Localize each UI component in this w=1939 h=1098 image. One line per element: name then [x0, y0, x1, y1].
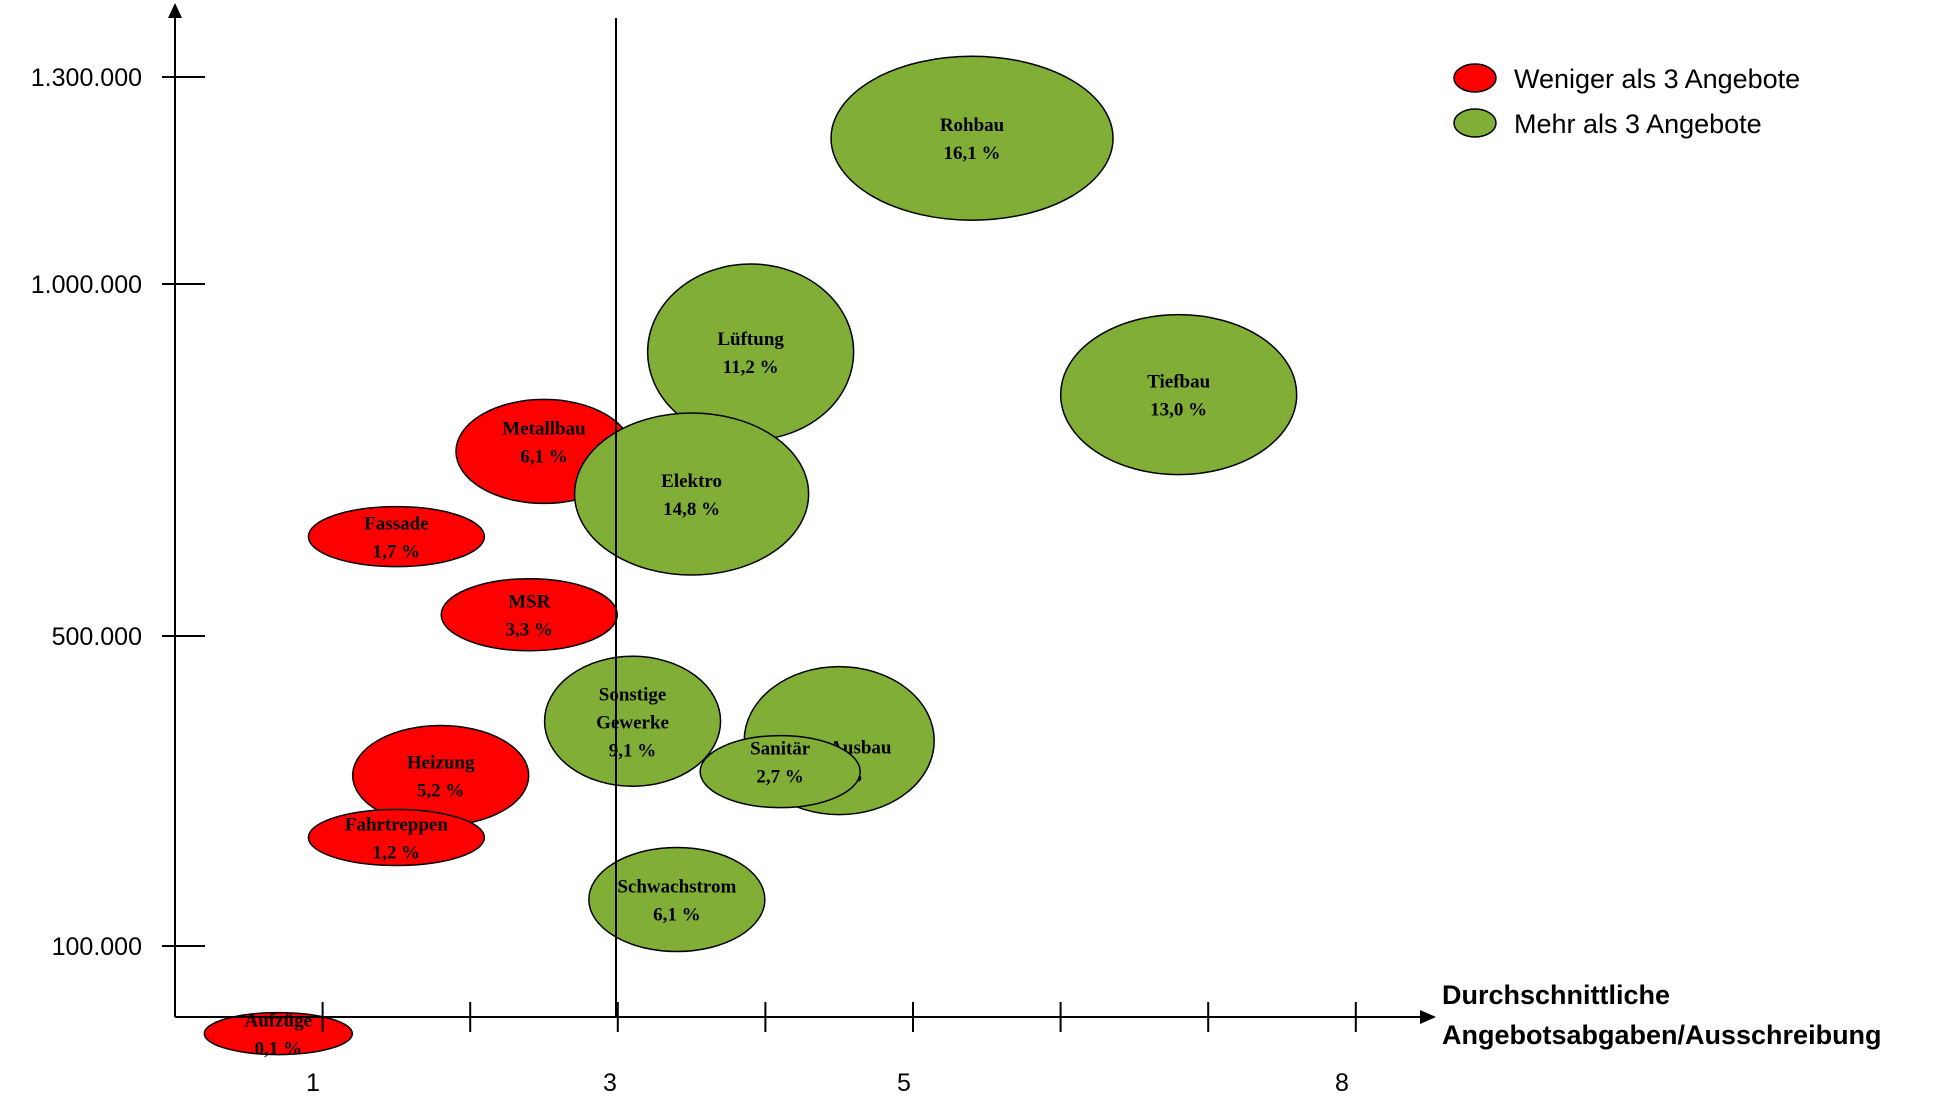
bubble-sonstige: Sonstige Gewerke 9,1 %	[543, 655, 722, 787]
bubble-shape-tiefbau	[1059, 313, 1298, 476]
bubble-label-rohbau-1: 16,1 %	[944, 143, 1001, 164]
bubble-shape-rohbau	[830, 55, 1114, 221]
bubble-label-heizung-0: Heizung	[407, 753, 475, 774]
bubbles-layer: Metallbau 6,1 % Fassade 1,7 % MSR 3,3 % Heizun…	[203, 55, 1298, 1060]
bubble-schwachstrom: Schwachstrom 6,1 %	[588, 846, 766, 953]
y-tick-label-2: 500.000	[52, 623, 142, 651]
bubble-label-elektro-0: Elektro	[661, 471, 722, 492]
x-axis-title-line1: Durchschnittliche	[1442, 980, 1670, 1010]
bubble-shape-elektro	[573, 412, 810, 576]
bubble-label-schwachstrom-1: 6,1 %	[653, 905, 701, 926]
bubble-label-elektro-1: 14,8 %	[663, 499, 720, 520]
legend-swatch-green	[1453, 108, 1497, 138]
bubble-label-tiefbau-1: 13,0 %	[1150, 400, 1207, 421]
bubble-label-sonstige-2: 9,1 %	[609, 740, 657, 761]
x-axis-arrowhead	[1420, 1010, 1436, 1024]
bubble-label-metallbau-1: 6,1 %	[520, 446, 568, 467]
bubble-label-tiefbau-0: Tiefbau	[1147, 372, 1210, 393]
bubble-msr: MSR 3,3 %	[440, 577, 618, 652]
y-tick-label-0: 1.300.000	[31, 64, 142, 92]
x-axis-title-line2: Angebotsabgaben/Ausschreibung	[1442, 1020, 1882, 1050]
bubble-label-msr-0: MSR	[508, 592, 551, 613]
legend-label-weniger: Weniger als 3 Angebote	[1514, 64, 1800, 94]
bubble-rohbau: Rohbau 16,1 %	[830, 55, 1114, 221]
bubble-heizung: Heizung 5,2 %	[351, 724, 530, 827]
bubble-label-sonstige-1: Gewerke	[596, 712, 669, 733]
bubble-label-lüftung-0: Lüftung	[717, 329, 784, 350]
x-tick-label-3: 3	[603, 1069, 617, 1097]
bubble-shape-schwachstrom	[588, 846, 766, 953]
bubble-aufzüge: Aufzüge 0,1 %	[203, 1011, 354, 1060]
bubble-label-sanitär-0: Sanitär	[750, 739, 811, 760]
bubble-tiefbau: Tiefbau 13,0 %	[1059, 313, 1298, 476]
legend-label-mehr: Mehr als 3 Angebote	[1514, 109, 1762, 139]
bubble-shape-sanitär	[699, 734, 861, 809]
ticks-layer: 1 3 5 8 1.300.000 1.000.000 500.000 100.000	[31, 64, 1357, 1097]
bubble-elektro: Elektro 14,8 %	[573, 412, 810, 576]
bubble-label-msr-1: 3,3 %	[505, 620, 553, 641]
y-tick-label-3: 100.000	[52, 933, 142, 961]
bubble-label-aufzüge-0: Aufzüge	[245, 1011, 313, 1032]
bubble-shape-aufzüge	[203, 1011, 354, 1056]
x-tick-label-5: 5	[897, 1069, 911, 1097]
bubble-label-sonstige-0: Sonstige	[599, 684, 667, 705]
bubble-shape-fahrtreppen	[307, 808, 486, 867]
bubble-shape-msr	[440, 577, 618, 652]
x-tick-label-1: 1	[306, 1069, 320, 1097]
bubble-label-schwachstrom-0: Schwachstrom	[617, 877, 736, 898]
y-tick-label-1: 1.000.000	[31, 271, 142, 299]
y-axis-arrowhead	[168, 3, 182, 18]
bubble-label-fahrtreppen-1: 1,2 %	[373, 843, 421, 864]
bubble-label-aufzüge-1: 0,1 %	[255, 1039, 303, 1060]
bubble-label-metallbau-0: Metallbau	[502, 418, 586, 439]
bubble-sanitär: Sanitär 2,7 %	[699, 734, 861, 809]
legend: Weniger als 3 Angebote Mehr als 3 Angebo…	[1453, 63, 1800, 139]
bubble-label-fahrtreppen-0: Fahrtreppen	[345, 815, 449, 836]
bubble-label-sanitär-1: 2,7 %	[756, 767, 804, 788]
legend-swatch-red	[1453, 63, 1497, 93]
bubble-fassade: Fassade 1,7 %	[307, 505, 486, 568]
bubble-shape-fassade	[307, 505, 486, 568]
bubble-fahrtreppen: Fahrtreppen 1,2 %	[307, 808, 486, 867]
bubble-lüftung: Lüftung 11,2 %	[646, 263, 855, 441]
bubble-label-fassade-0: Fassade	[364, 514, 428, 535]
x-tick-label-8: 8	[1335, 1069, 1349, 1097]
bubble-label-heizung-1: 5,2 %	[417, 781, 465, 802]
bubble-label-lüftung-1: 11,2 %	[723, 357, 779, 378]
bubble-label-rohbau-0: Rohbau	[940, 115, 1005, 136]
bubble-label-fassade-1: 1,7 %	[373, 542, 421, 563]
axes-layer	[168, 3, 1436, 1024]
bubble-shape-sonstige	[543, 655, 722, 787]
